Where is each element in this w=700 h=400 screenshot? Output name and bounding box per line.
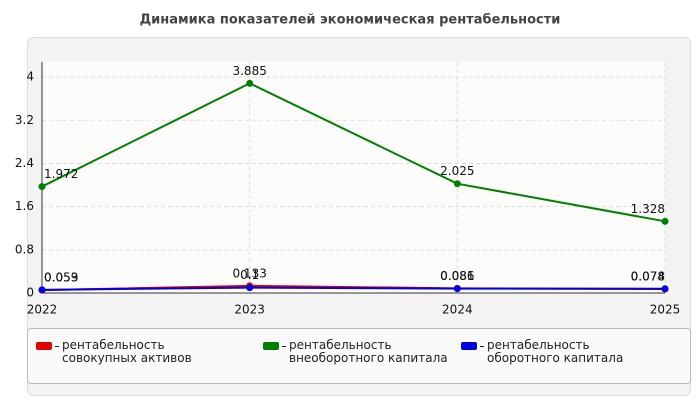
legend-dash [282, 346, 286, 347]
point [453, 180, 461, 188]
legend-entry: рентабельность оборотного капитала [461, 339, 666, 365]
data-label: 0.081 [440, 269, 474, 283]
data-label: 2.025 [440, 164, 474, 178]
chart-title: Динамика показателей экономическая рента… [140, 13, 561, 28]
y-tick-label: 0 [26, 286, 34, 300]
x-tick-label: 2023 [234, 303, 265, 317]
legend-label: рентабельность совокупных активов [62, 338, 192, 365]
data-label: 0.1 [240, 268, 259, 282]
data-label: 0.133 [232, 266, 266, 280]
point [661, 285, 669, 293]
data-label: 0.086 [440, 269, 474, 283]
x-tick-label: 2024 [442, 303, 473, 317]
legend-swatch [461, 342, 477, 350]
legend: рентабельность совокупных активов рентабе… [27, 328, 691, 384]
data-label: 0.074 [631, 270, 665, 284]
data-label: 0.078 [631, 269, 665, 283]
data-label: 0.059 [44, 270, 78, 284]
legend-dash [55, 346, 59, 347]
data-label: 1.972 [44, 167, 78, 181]
data-label: 1.328 [631, 202, 665, 216]
legend-entry: рентабельность внеоборотного капитала [263, 339, 468, 365]
legend-swatch [263, 342, 279, 350]
x-tick-label: 2025 [650, 303, 681, 317]
legend-label: рентабельность внеоборотного капитала [289, 338, 448, 365]
series-line [41, 82, 666, 223]
legend-entry: рентабельность совокупных активов [36, 339, 241, 365]
x-tick-label: 2022 [27, 303, 58, 317]
legend-swatch [36, 342, 52, 350]
point [38, 183, 46, 191]
chart: Динамика показателей экономическая рента… [15, 13, 681, 317]
point [661, 217, 669, 225]
y-tick-label: 1.6 [15, 199, 34, 213]
data-label: 0.053 [44, 271, 78, 285]
data-label: 3.885 [232, 64, 266, 78]
legend-label: рентабельность оборотного капитала [487, 338, 624, 365]
legend-dash [480, 346, 484, 347]
point [38, 286, 46, 294]
y-tick-label: 0.8 [15, 242, 34, 256]
series-line [41, 286, 666, 291]
point [246, 79, 254, 87]
y-tick-label: 2.4 [15, 156, 34, 170]
point [453, 285, 461, 293]
y-tick-label: 4 [26, 70, 34, 84]
plot-area [42, 62, 665, 293]
point [246, 284, 254, 292]
y-tick-label: 3.2 [15, 113, 34, 127]
